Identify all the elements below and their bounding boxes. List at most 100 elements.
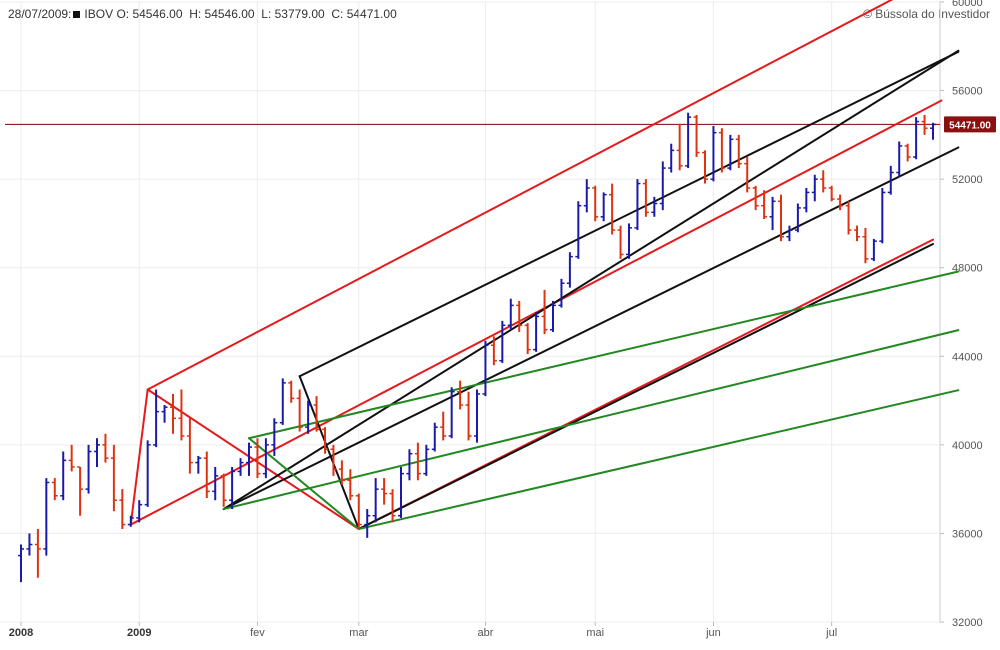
ohlc-bar <box>930 122 936 140</box>
ohlc-bar <box>338 460 345 485</box>
ohlc-bar <box>212 467 219 501</box>
header-symbol: IBOV <box>84 7 114 21</box>
ohlc-bar <box>170 393 176 434</box>
ohlc-bar <box>550 300 556 332</box>
ohlc-bar <box>237 458 244 476</box>
ohlc-bar <box>642 179 649 217</box>
ohlc-bar <box>60 451 67 501</box>
ohlc-bar <box>43 478 50 556</box>
ohlc-bar <box>482 340 489 397</box>
ohlc-bar <box>693 114 700 157</box>
ohlc-bar <box>617 225 624 259</box>
ohlc-bar <box>786 225 793 242</box>
ohlc-bar <box>26 533 33 556</box>
ohlc-bar <box>583 179 590 213</box>
ohlc-bar <box>507 298 514 330</box>
ohlc-bar <box>769 196 776 231</box>
header-low-label: L: <box>261 7 272 21</box>
ohlc-bar <box>752 185 759 211</box>
ohlc-bar <box>499 320 506 363</box>
trendline <box>298 50 960 378</box>
ohlc-bar <box>186 418 193 474</box>
ohlc-bar <box>305 400 312 434</box>
ohlc-bar <box>803 188 810 213</box>
x-tick-label: jul <box>825 627 837 639</box>
ohlc-bar <box>161 405 168 423</box>
header-open-value: 54546.00 <box>132 7 183 21</box>
trendline <box>146 0 894 391</box>
ohlc-bar <box>854 225 860 242</box>
ohlc-bar <box>288 380 295 403</box>
ohlc-bar <box>347 469 354 501</box>
ohlc-bar <box>364 509 371 538</box>
ohlc-bars-layer <box>18 112 936 583</box>
ohlc-bar <box>651 196 658 217</box>
x-tick-label: mar <box>349 627 368 639</box>
ohlc-bar <box>203 451 210 498</box>
ohlc-bar <box>735 134 742 169</box>
ohlc-bar <box>330 444 337 476</box>
ohlc-bar <box>457 380 464 410</box>
ohlc-bar <box>322 427 328 454</box>
ohlc-bar <box>313 396 320 432</box>
ohlc-bar <box>913 117 920 160</box>
ohlc-bar <box>702 150 708 184</box>
ohlc-header: 28/07/2009: IBOV O: 54546.00 H: 54546.00 … <box>8 7 397 21</box>
y-tick-label: 56000 <box>952 86 983 98</box>
ohlc-bar <box>474 389 480 443</box>
ohlc-bar <box>144 440 151 507</box>
ohlc-bar <box>685 112 692 169</box>
ohlc-bar <box>862 227 869 264</box>
y-tick-label: 32000 <box>952 617 983 629</box>
ohlc-bar <box>870 238 877 262</box>
x-tick-label: 2009 <box>127 627 151 639</box>
ohlc-bar <box>541 289 548 335</box>
ohlc-bar <box>85 444 92 494</box>
price-tag-layer: 54471.00 <box>944 116 996 133</box>
ohlc-bar <box>34 529 41 578</box>
ohlc-bar <box>229 467 236 510</box>
y-tick-label: 48000 <box>952 263 983 275</box>
last-price-tag-label: 54471.00 <box>949 120 991 131</box>
ohlc-bar <box>389 489 396 523</box>
ohlc-bar <box>558 278 565 308</box>
ohlc-bar <box>634 179 641 231</box>
y-tick-label: 40000 <box>952 440 983 452</box>
ohlc-bar <box>178 389 185 441</box>
x-tick-label: abr <box>477 627 493 639</box>
ohlc-bar <box>676 123 683 171</box>
ohlc-bar <box>246 442 252 476</box>
ohlc-bar <box>431 422 438 452</box>
ohlc-bar <box>195 455 202 474</box>
ohlc-bar <box>465 391 472 441</box>
header-close-label: C: <box>331 7 344 21</box>
x-tick-label: jun <box>705 627 721 639</box>
ohlc-bar <box>887 165 894 195</box>
ohlc-bar <box>718 128 725 173</box>
ohlc-bar <box>811 174 818 202</box>
y-tick-label: 52000 <box>952 174 983 186</box>
ohlc-bar <box>68 444 75 472</box>
trendline <box>248 437 360 530</box>
y-tick-label: 60000 <box>952 0 983 9</box>
ohlc-bar <box>592 185 599 222</box>
y-axis: 32000 36000 40000 44000 48000 52000 56000 60000 <box>940 0 983 629</box>
ohlc-bar <box>127 515 134 527</box>
ohlc-bar <box>516 300 523 332</box>
ohlc-bar <box>879 188 886 244</box>
ohlc-bar <box>119 489 126 529</box>
grid-layer <box>0 1 941 623</box>
ohlc-bar <box>744 157 751 193</box>
trendline <box>298 375 360 530</box>
ohlc-bar <box>136 500 143 523</box>
copyright-notice: © Bússola do Investidor <box>863 7 990 21</box>
ohlc-bar <box>575 201 582 259</box>
ohlc-bar <box>271 418 278 456</box>
ohlc-bar <box>566 252 573 288</box>
ohlc-bar <box>110 444 117 512</box>
ohlc-bar <box>668 143 675 173</box>
y-tick-label: 36000 <box>952 528 983 540</box>
ohlc-bar <box>600 192 607 222</box>
ohlc-bar <box>609 183 616 235</box>
